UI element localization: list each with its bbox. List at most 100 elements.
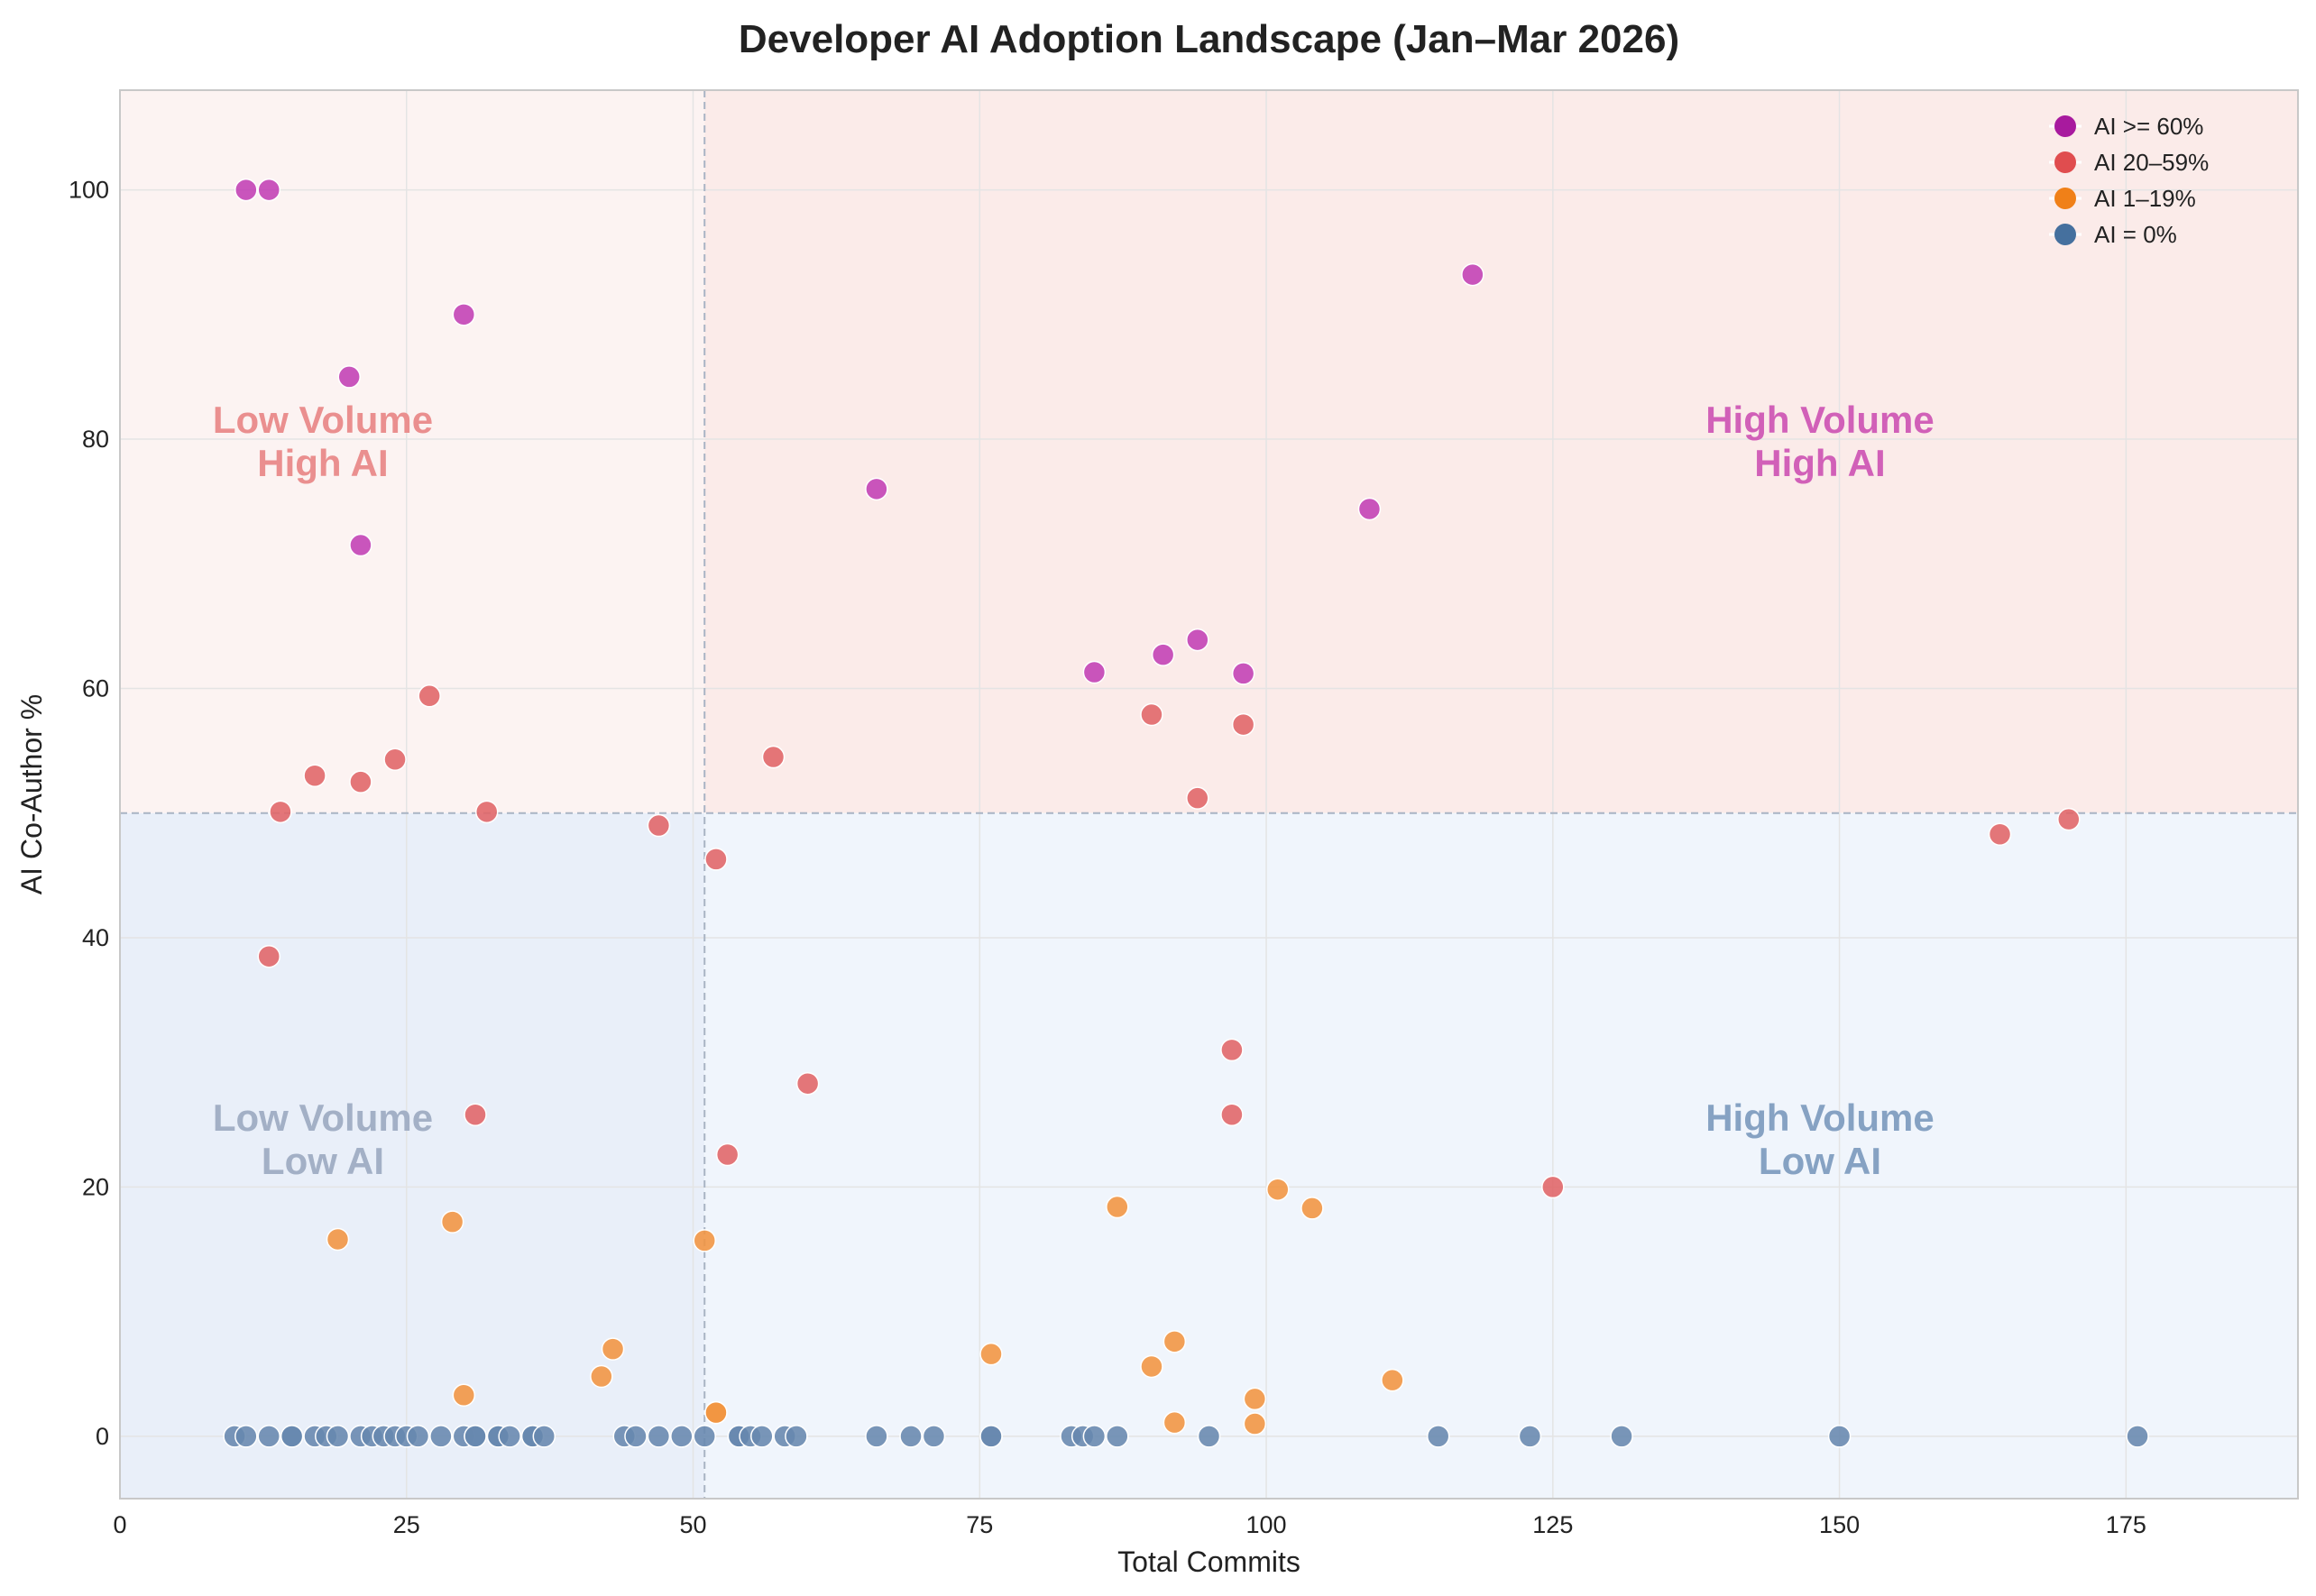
quadrant-label-bottom-right: Low AI	[1759, 1140, 1881, 1182]
legend-label: AI 1–19%	[2094, 185, 2196, 212]
data-point	[647, 1425, 671, 1448]
data-point	[440, 1210, 464, 1234]
data-point	[1220, 1103, 1244, 1127]
data-point	[1151, 643, 1175, 666]
tick-labels: 0 25 50 75 100 125 150 175 0 20 40 60 80 100	[69, 177, 2146, 1538]
quadrant-backgrounds	[120, 90, 2298, 1499]
x-tick-label: 175	[2106, 1511, 2146, 1538]
data-point	[693, 1425, 716, 1448]
data-point	[326, 1227, 350, 1252]
x-tick-label: 75	[966, 1511, 993, 1538]
data-point	[303, 764, 326, 788]
data-point	[704, 1400, 728, 1425]
data-point	[922, 1425, 946, 1448]
legend-marker	[2054, 115, 2076, 137]
data-point	[1186, 786, 1209, 810]
data-point	[349, 533, 372, 557]
data-point	[452, 303, 476, 326]
x-tick-label: 100	[1246, 1511, 1287, 1538]
data-point	[1357, 497, 1382, 521]
data-point	[1266, 1178, 1290, 1201]
y-tick-label: 60	[82, 675, 109, 702]
data-point	[269, 800, 292, 824]
data-point	[1140, 702, 1163, 727]
y-axis-label: AI Co-Author %	[15, 694, 48, 894]
legend-label: AI >= 60%	[2094, 113, 2203, 140]
data-point	[452, 1383, 476, 1408]
gridlines	[119, 90, 2298, 1499]
y-tick-label: 0	[96, 1423, 109, 1450]
y-tick-label: 40	[82, 924, 109, 951]
y-tick-label: 80	[82, 426, 109, 453]
x-tick-label: 50	[680, 1511, 707, 1538]
data-point	[257, 944, 280, 968]
data-point	[474, 800, 499, 824]
legend-marker	[2054, 224, 2076, 245]
data-point	[1106, 1425, 1129, 1448]
data-point	[464, 1103, 487, 1127]
data-point	[601, 1337, 625, 1361]
data-point	[280, 1425, 304, 1448]
data-point	[1197, 1425, 1221, 1448]
data-point	[2126, 1425, 2149, 1448]
data-point	[532, 1425, 556, 1448]
y-tick-label: 20	[82, 1173, 109, 1200]
data-point	[590, 1364, 613, 1389]
legend-marker	[2054, 151, 2076, 173]
data-point	[1106, 1195, 1129, 1219]
quadrant-bottom-right	[704, 812, 2298, 1499]
x-tick-label: 0	[113, 1511, 126, 1538]
data-point	[2057, 807, 2081, 831]
quadrant-top-left	[120, 90, 705, 813]
data-point	[750, 1425, 774, 1448]
data-point	[418, 684, 441, 708]
data-point	[257, 1425, 280, 1448]
data-point	[1300, 1197, 1324, 1220]
data-point	[1243, 1412, 1267, 1435]
x-tick-label: 25	[393, 1511, 420, 1538]
data-point	[670, 1425, 694, 1448]
chart-title: Developer AI Adoption Landscape (Jan–Mar…	[739, 17, 1679, 61]
data-point	[1381, 1368, 1404, 1392]
data-point	[1082, 1425, 1107, 1448]
data-point	[715, 1142, 740, 1167]
quadrant-label-top-left: Low Volume	[213, 399, 433, 441]
quadrant-bottom-left	[120, 812, 705, 1499]
data-point	[1140, 1354, 1163, 1379]
data-point	[234, 178, 258, 202]
x-tick-label: 125	[1532, 1511, 1573, 1538]
data-point	[865, 477, 888, 501]
data-point	[1186, 628, 1209, 652]
data-point	[1082, 660, 1107, 684]
data-point	[464, 1425, 487, 1448]
data-point	[1231, 712, 1255, 737]
data-point	[785, 1425, 808, 1448]
threshold-lines	[120, 90, 2298, 1499]
x-axis-label: Total Commits	[1117, 1546, 1300, 1578]
data-point	[1461, 262, 1484, 287]
data-point	[1610, 1425, 1633, 1448]
data-point	[624, 1425, 648, 1448]
y-tick-label: 100	[69, 177, 109, 204]
data-point	[899, 1425, 923, 1448]
legend-marker	[2054, 188, 2076, 209]
legend: AI >= 60% AI 20–59% AI 1–19% AI = 0%	[2049, 113, 2209, 248]
quadrant-label-top-right: High AI	[1754, 442, 1885, 484]
quadrant-label-bottom-left: Low AI	[262, 1140, 384, 1182]
data-point	[1243, 1387, 1267, 1411]
data-point	[234, 1425, 258, 1448]
legend-label: AI = 0%	[2094, 221, 2177, 248]
quadrant-top-right	[704, 90, 2298, 813]
data-point	[1426, 1425, 1450, 1448]
data-point	[693, 1229, 716, 1252]
data-point	[1518, 1425, 1542, 1448]
data-point	[647, 813, 671, 838]
plot-frame	[119, 89, 2299, 1500]
x-tick-label: 150	[1819, 1511, 1860, 1538]
data-point	[349, 770, 372, 793]
data-point	[1988, 822, 2012, 846]
data-point	[383, 748, 407, 772]
quadrant-label-top-right: High Volume	[1705, 399, 1935, 441]
